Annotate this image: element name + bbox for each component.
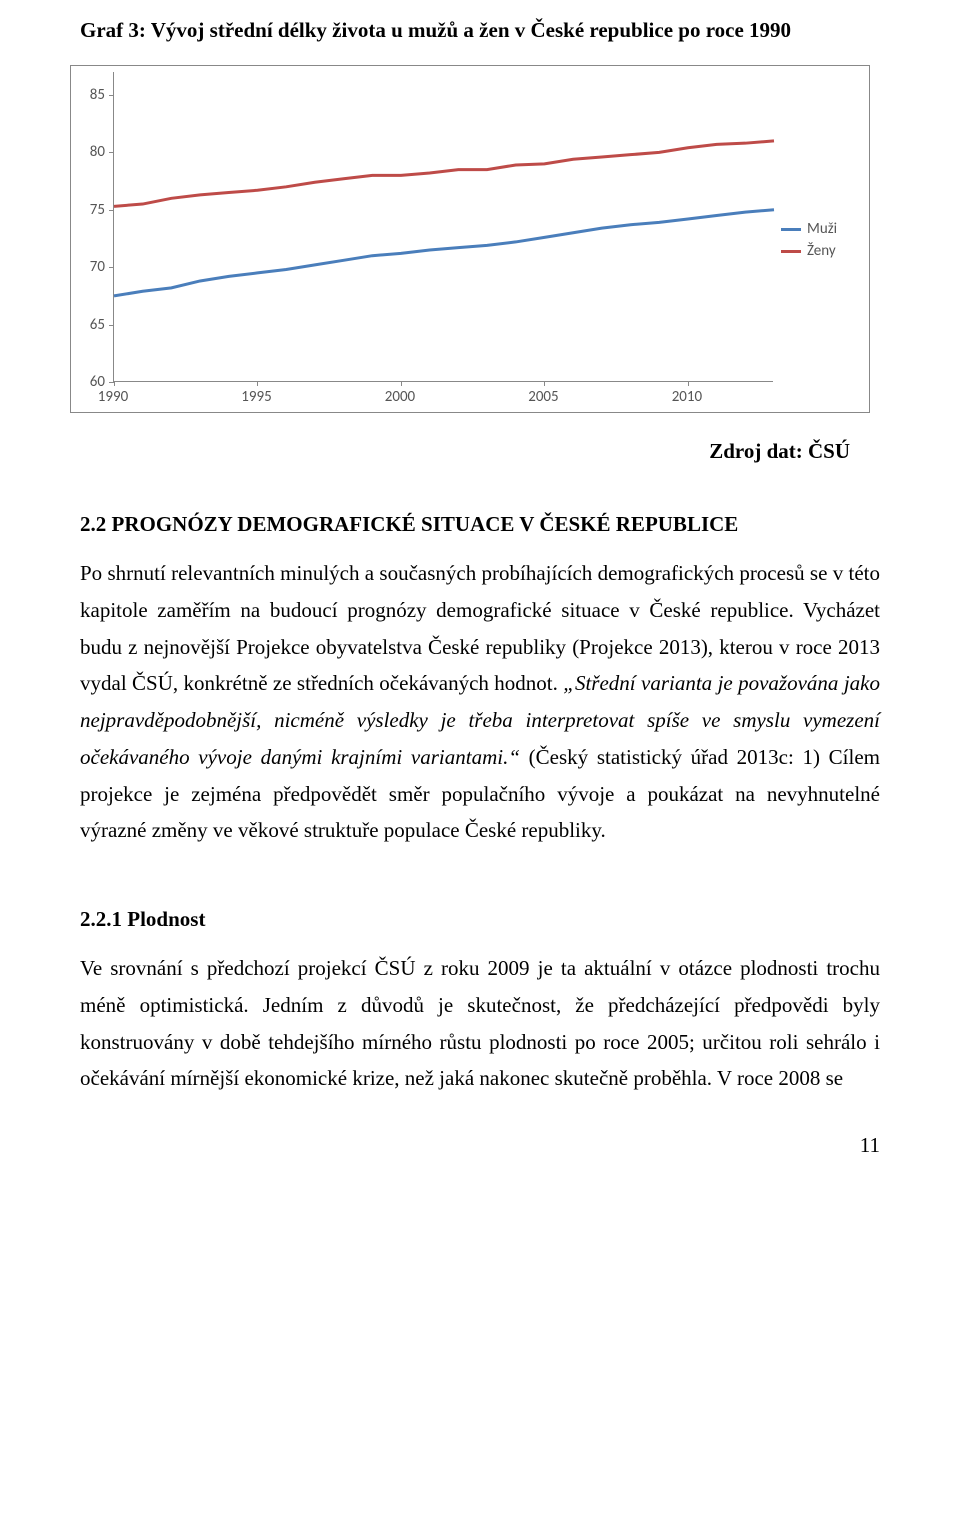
x-tick-label: 2000 [385,388,415,406]
legend-swatch [781,250,801,253]
series-line-muži [114,210,774,296]
y-tick-label: 80 [77,143,105,161]
legend-label: Ženy [807,242,836,260]
section-2-2-1-paragraph: Ve srovnání s předchozí projekcí ČSÚ z r… [80,950,880,1097]
chart-title: Graf 3: Vývoj střední délky života u muž… [80,18,880,43]
series-line-ženy [114,141,774,206]
legend-swatch [781,228,801,231]
section-2-2-heading: 2.2 PROGNÓZY DEMOGRAFICKÉ SITUACE V ČESK… [80,512,880,537]
chart-legend: Muži Ženy [773,72,861,408]
legend-item: Ženy [781,242,861,260]
y-tick-label: 85 [77,86,105,104]
legend-label: Muži [807,220,837,238]
chart-plot-region: 606570758085 19901995200020052010 [77,72,773,408]
chart-container: 606570758085 19901995200020052010 MužiŽe… [70,65,870,413]
y-tick-label: 75 [77,201,105,219]
y-tick-label: 65 [77,316,105,334]
legend-item: Muži [781,220,861,238]
y-tick-label: 70 [77,258,105,276]
x-tick-label: 1995 [241,388,271,406]
x-tick-label: 2010 [672,388,702,406]
chart-source: Zdroj dat: ČSÚ [80,439,850,464]
section-2-2-1-heading: 2.2.1 Plodnost [80,907,880,932]
x-tick-label: 1990 [98,388,128,406]
section-2-2-paragraph: Po shrnutí relevantních minulých a souča… [80,555,880,849]
page-number: 11 [80,1133,880,1158]
x-tick-label: 2005 [528,388,558,406]
